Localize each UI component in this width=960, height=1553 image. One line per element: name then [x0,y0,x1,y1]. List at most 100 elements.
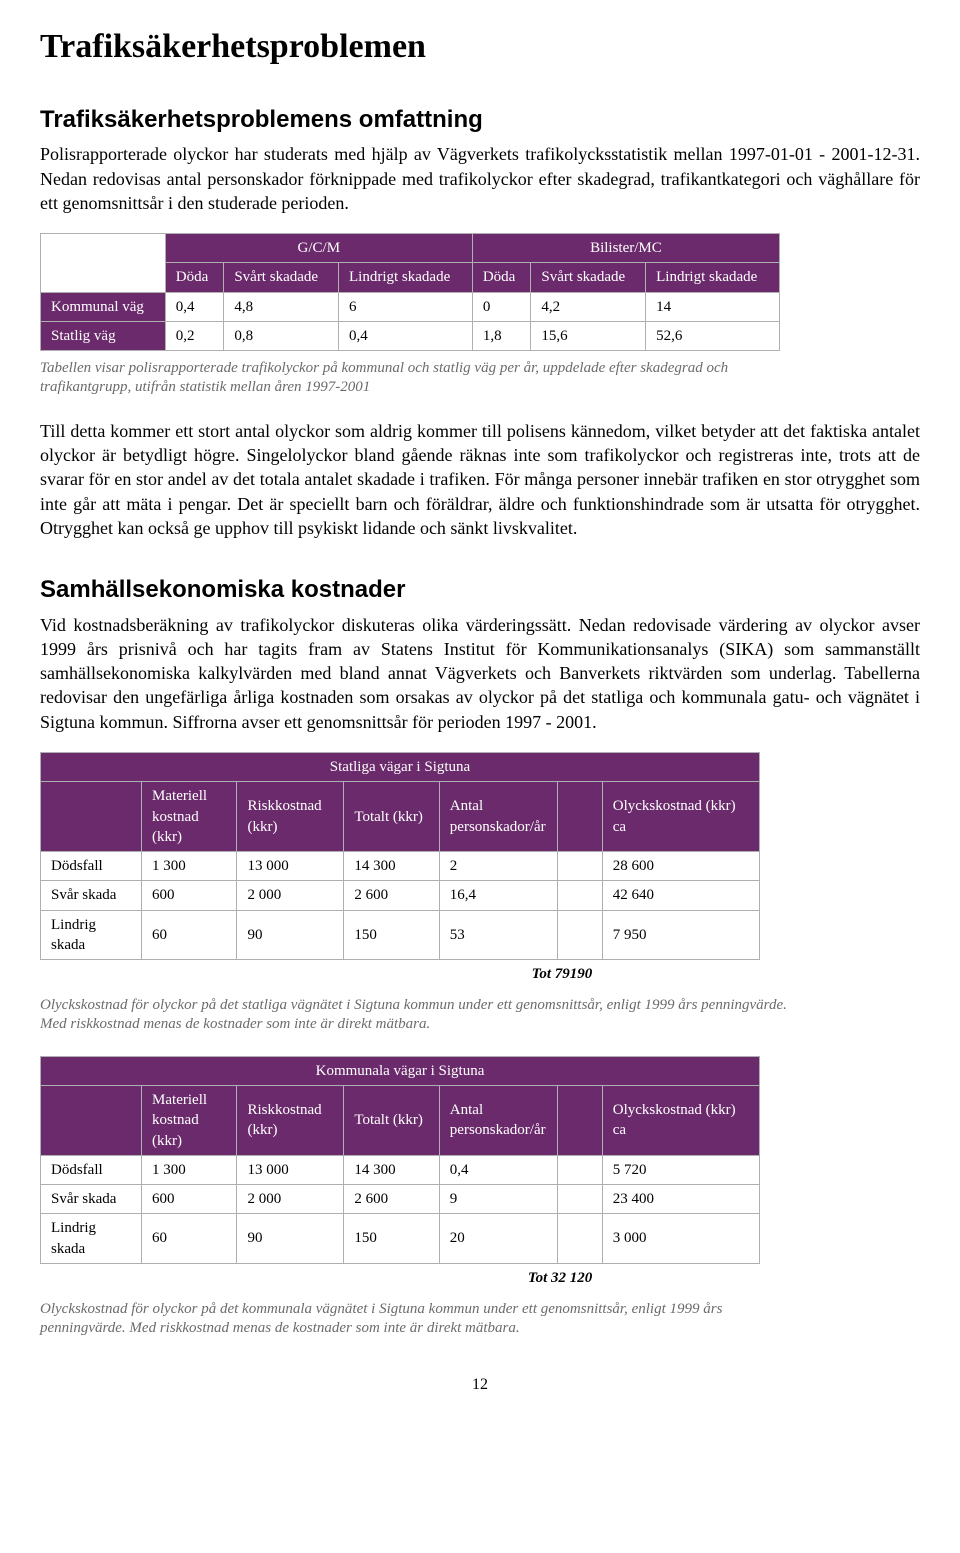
table-row: Statlig väg 0,2 0,8 0,4 1,8 15,6 52,6 [41,321,780,350]
table-1-colhdr: Lindrigt skadade [646,263,780,292]
table-3-colhdr: Totalt (kkr) [344,1086,439,1156]
table-row: Dödsfall 1 300 13 000 14 300 2 28 600 [41,852,760,881]
section-2-heading: Samhällsekonomiska kostnader [40,574,920,606]
table-cell: 53 [439,910,557,960]
table-cell: 2 600 [344,881,439,910]
table-cell: 13 000 [237,1155,344,1184]
table-1-colhdr: Svårt skadade [531,263,646,292]
para-after-table-1: Till detta kommer ett stort antal olycko… [40,419,920,540]
table-cell: 1 300 [142,852,237,881]
table-cell: 60 [142,1214,237,1264]
table-2-total-label: Tot [532,966,551,982]
table-cell: 14 300 [344,852,439,881]
table-cell: 0,2 [165,321,224,350]
table-1-caption: Tabellen visar polisrapporterade trafiko… [40,359,800,397]
table-cell: 23 400 [602,1185,759,1214]
table-3-total-row: Tot 32 120 [41,1263,760,1292]
table-2: Statliga vägar i Sigtuna Materiell kostn… [40,752,760,988]
table-cell: 600 [142,1185,237,1214]
table-cell: 1,8 [472,321,531,350]
table-3-colhdr: Antal personskador/år [439,1086,557,1156]
table-cell: 14 [646,292,780,321]
section-1-heading: Trafiksäkerhetsproblemens omfattning [40,104,920,136]
table-2-wrap: Statliga vägar i Sigtuna Materiell kostn… [40,752,920,988]
table-gap [557,852,602,881]
page-title: Trafiksäkerhetsproblemen [40,24,920,70]
table-cell: 2 000 [237,1185,344,1214]
table-cell: 15,6 [531,321,646,350]
table-cell: 9 [439,1185,557,1214]
table-row: Lindrig skada 60 90 150 20 3 000 [41,1214,760,1264]
table-cell: 0,8 [224,321,339,350]
table-3-total-value: 32 120 [551,1270,592,1286]
table-3: Kommunala vägar i Sigtuna Materiell kost… [40,1056,760,1292]
table-cell: 0 [472,292,531,321]
table-1-wrap: G/C/M Bilister/MC Döda Svårt skadade Lin… [40,233,920,351]
table-row: Dödsfall 1 300 13 000 14 300 0,4 5 720 [41,1155,760,1184]
table-2-colhdr: Totalt (kkr) [344,782,439,852]
table-cell: 28 600 [602,852,759,881]
table-corner [41,1086,142,1156]
table-row: Kommunal väg 0,4 4,8 6 0 4,2 14 [41,292,780,321]
table-gap [557,881,602,910]
table-1-group-1: G/C/M [165,234,472,263]
table-cell: 52,6 [646,321,780,350]
table-3-colhdr: Olyckskostnad (kkr) ca [602,1086,759,1156]
table-cell: 7 950 [602,910,759,960]
table-corner [41,234,166,293]
table-cell: 2 600 [344,1185,439,1214]
table-cell: 14 300 [344,1155,439,1184]
table-1-colhdr: Lindrigt skadade [339,263,473,292]
table-cell: 150 [344,910,439,960]
table-1-colhdr: Döda [472,263,531,292]
table-cell: 20 [439,1214,557,1264]
table-1: G/C/M Bilister/MC Döda Svårt skadade Lin… [40,233,780,351]
table-1-rowlabel: Statlig väg [41,321,166,350]
table-3-colhdr: Materiell kostnad (kkr) [142,1086,237,1156]
table-cell: 5 720 [602,1155,759,1184]
table-cell: 13 000 [237,852,344,881]
table-1-group-2: Bilister/MC [472,234,779,263]
table-row: Lindrig skada 60 90 150 53 7 950 [41,910,760,960]
section-2-para: Vid kostnadsberäkning av trafikolyckor d… [40,613,920,734]
table-gap [557,1086,602,1156]
table-gap [557,1185,602,1214]
table-3-colhdr: Riskkostnad (kkr) [237,1086,344,1156]
table-cell: 2 000 [237,881,344,910]
table-gap [557,1155,602,1184]
table-gap [557,782,602,852]
table-row: Svår skada 600 2 000 2 600 16,4 42 640 [41,881,760,910]
table-cell: 1 300 [142,1155,237,1184]
table-cell: 150 [344,1214,439,1264]
table-cell: 16,4 [439,881,557,910]
table-cell: 90 [237,1214,344,1264]
table-cell: 42 640 [602,881,759,910]
table-3-rowlabel: Lindrig skada [41,1214,142,1264]
page-number: 12 [40,1374,920,1396]
table-cell: 2 [439,852,557,881]
table-cell: 90 [237,910,344,960]
table-cell: 4,8 [224,292,339,321]
table-2-colhdr: Riskkostnad (kkr) [237,782,344,852]
table-2-rowlabel: Lindrig skada [41,910,142,960]
table-2-colhdr: Olyckskostnad (kkr) ca [602,782,759,852]
table-2-total-row: Tot 79190 [41,960,760,989]
table-2-colhdr: Antal personskador/år [439,782,557,852]
table-3-wrap: Kommunala vägar i Sigtuna Materiell kost… [40,1056,920,1292]
table-cell: 0,4 [339,321,473,350]
table-2-rowlabel: Dödsfall [41,852,142,881]
table-cell: 600 [142,881,237,910]
table-2-rowlabel: Svår skada [41,881,142,910]
table-cell: 3 000 [602,1214,759,1264]
table-row: Svår skada 600 2 000 2 600 9 23 400 [41,1185,760,1214]
table-1-colhdr: Svårt skadade [224,263,339,292]
section-1-para: Polisrapporterade olyckor har studerats … [40,142,920,215]
table-gap [557,910,602,960]
table-3-rowlabel: Svår skada [41,1185,142,1214]
table-cell: 4,2 [531,292,646,321]
table-cell: 6 [339,292,473,321]
table-gap [557,1214,602,1264]
table-3-rowlabel: Dödsfall [41,1155,142,1184]
table-cell: 0,4 [165,292,224,321]
table-3-total-label: Tot [528,1270,547,1286]
